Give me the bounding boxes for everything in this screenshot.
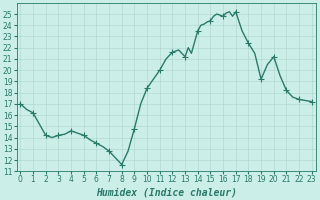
X-axis label: Humidex (Indice chaleur): Humidex (Indice chaleur) bbox=[96, 187, 236, 197]
